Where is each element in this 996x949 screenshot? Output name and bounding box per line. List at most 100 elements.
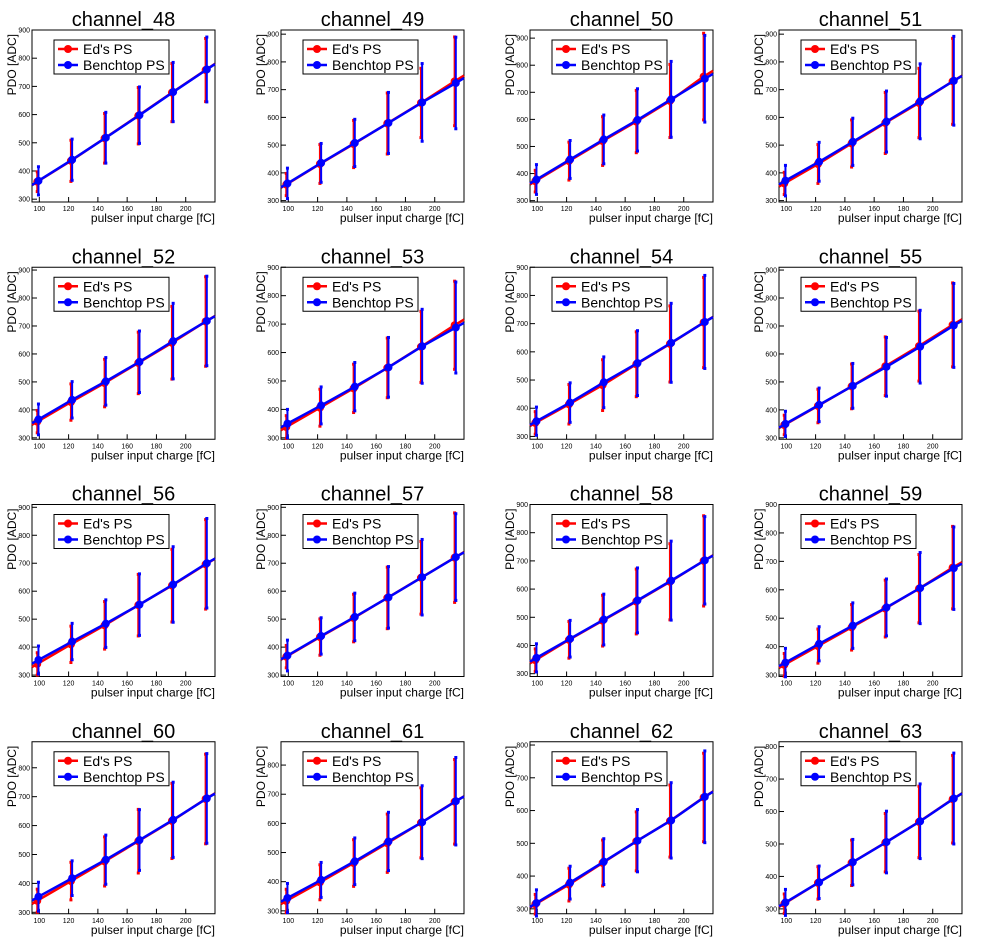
error-cap [352,838,356,842]
x-tick-label: 120 [63,918,75,925]
error-cap [568,655,572,659]
error-cap [35,170,39,174]
y-tick-label: 800 [516,530,528,537]
series-line [529,790,714,909]
series-line [31,315,216,425]
legend-label: Benchtop PS [830,532,912,548]
series-line [280,321,465,429]
error-cap [602,592,606,596]
y-tick-label: 300 [267,198,279,205]
x-tick-label: 100 [282,206,294,213]
error-cap [453,124,457,128]
error-cap [205,606,209,610]
error-cap [69,418,73,422]
y-tick-label: 500 [267,378,279,385]
y-tick-label: 300 [18,435,30,442]
x-tick-label: 140 [839,681,851,688]
error-cap [284,194,288,198]
legend-marker [811,61,819,69]
error-cap [171,620,175,624]
error-cap [782,170,786,174]
y-tick-label: 400 [18,168,30,175]
x-tick-label: 180 [151,206,163,213]
data-point [916,584,925,593]
error-cap [816,627,820,631]
error-cap [103,600,107,604]
legend-marker [313,756,321,765]
x-tick-label: 200 [180,206,192,213]
error-cap [703,515,707,519]
error-cap [568,139,572,143]
error-cap [137,808,141,812]
x-axis-label: pulser input charge [fC] [91,686,215,700]
data-point [848,137,857,146]
data-point [169,580,178,589]
error-cap [35,887,39,891]
data-point [202,559,211,568]
data-point [532,898,541,907]
error-cap [420,139,424,143]
legend-label: Ed's PS [830,278,879,294]
data-point [169,815,178,824]
y-axis-label: PDO [ADC] [503,34,517,95]
x-tick-label: 140 [590,206,602,213]
data-point [68,395,77,404]
y-axis-label: PDO [ADC] [752,34,766,95]
data-point [781,419,790,428]
y-tick-label: 400 [267,645,279,652]
legend-marker [811,535,819,544]
error-cap [851,163,855,167]
chart-title: channel_49 [321,9,424,31]
x-tick-label: 120 [561,443,573,450]
legend-box [302,39,419,75]
data-point [566,634,575,643]
error-cap [103,357,107,361]
data-point [283,894,292,903]
legend-label: Ed's PS [581,516,630,532]
y-tick-label: 500 [267,617,279,624]
error-cap [386,151,390,155]
error-cap [918,137,922,141]
error-cap [635,631,639,635]
y-tick-label: 800 [267,763,279,770]
error-cap [70,658,74,662]
error-cap [702,31,706,35]
error-cap [635,394,639,398]
error-cap [534,888,538,892]
error-cap [782,651,786,655]
error-cap [635,87,639,91]
y-tick-label: 700 [18,323,30,330]
x-axis-label: pulser input charge [fC] [838,211,962,225]
error-cap [284,887,288,891]
y-tick-label: 900 [267,505,279,512]
error-cap [533,168,537,172]
y-tick-label: 600 [516,349,528,356]
error-cap [318,898,322,902]
error-cap [353,591,357,595]
error-cap [70,137,74,141]
x-tick-label: 120 [810,918,822,925]
y-tick-label: 500 [765,616,777,623]
legend-label: Benchtop PS [83,769,165,785]
legend-marker [562,535,570,544]
data-point [418,98,427,107]
x-tick-label: 180 [649,206,661,213]
legend-label: Ed's PS [332,41,381,57]
x-tick-label: 160 [619,443,631,450]
error-cap [534,433,538,437]
data-point [317,158,326,167]
legend-marker [562,282,570,291]
y-axis-label: PDO [ADC] [752,509,766,570]
error-cap [353,117,357,121]
series-line [31,792,216,902]
data-point [781,898,790,907]
x-tick-label: 100 [780,681,792,688]
x-tick-label: 120 [312,206,324,213]
legend-label: Ed's PS [83,753,132,769]
error-cap [36,644,40,648]
y-tick-label: 800 [516,63,528,70]
y-tick-label: 400 [765,170,777,177]
